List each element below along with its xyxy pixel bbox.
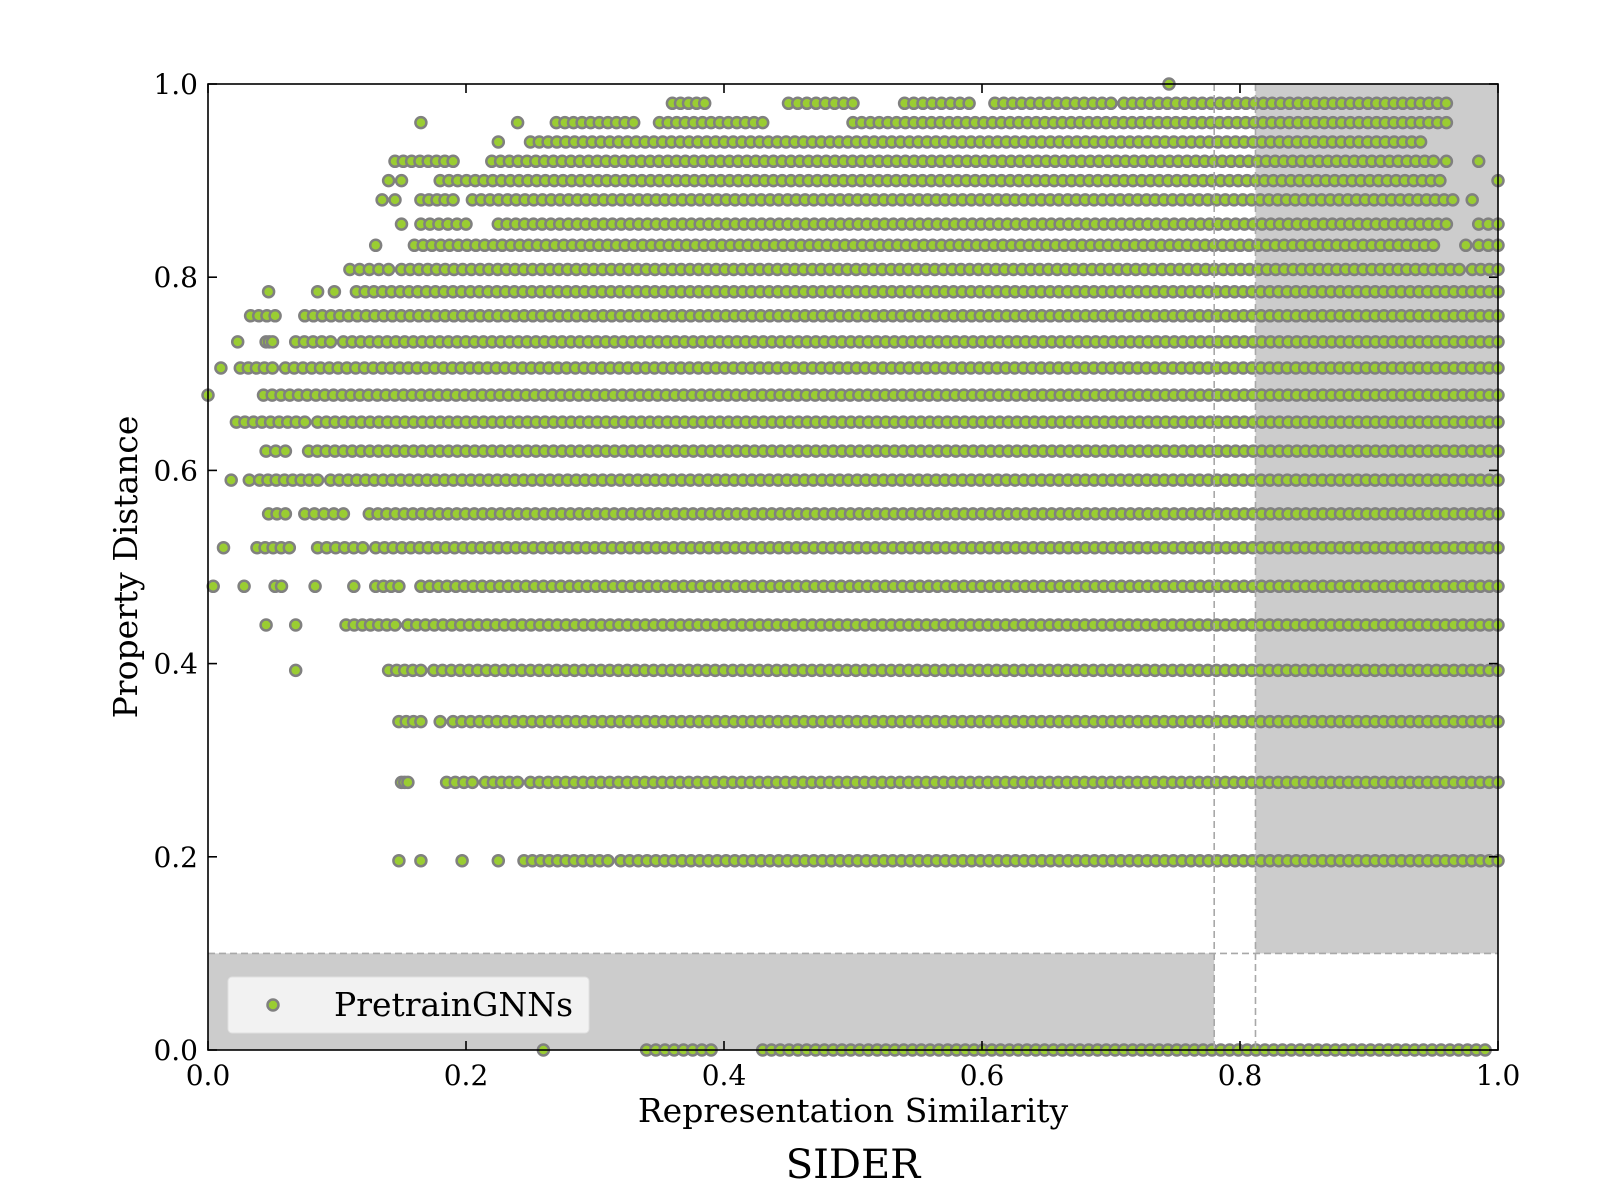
data-point: [310, 473, 325, 487]
data-point: [1459, 238, 1473, 253]
data-point: [601, 853, 615, 868]
axis-ticks: 0.0 0.2 0.4 0.6 0.8 1.0 0.0 0.2 0.4 0.6 0.8 1.0: [153, 68, 1520, 1092]
data-point: [491, 853, 506, 868]
data-point: [278, 444, 293, 458]
data-point: [1446, 193, 1460, 207]
y-axis-label: Property Distance: [106, 416, 145, 719]
data-point: [1413, 135, 1428, 149]
y-tick-label: 0.4: [153, 648, 198, 681]
data-point: [214, 361, 228, 375]
legend: PretrainGNNs: [227, 976, 590, 1034]
data-point: [375, 193, 389, 207]
data-point: [755, 115, 770, 130]
legend-box: [227, 976, 590, 1034]
data-point: [394, 173, 409, 188]
data-point: [465, 775, 480, 790]
data-point: [455, 853, 469, 868]
reference-lines: [208, 84, 1498, 1050]
x-tick-label: 0.4: [702, 1059, 747, 1092]
data-point: [368, 238, 383, 253]
data-point: [962, 96, 976, 111]
data-point: [388, 618, 402, 632]
x-tick-label: 0.8: [1218, 1059, 1263, 1092]
data-point: [446, 154, 460, 169]
data-point: [206, 579, 220, 594]
data-point: [278, 507, 293, 521]
data-point: [392, 579, 406, 594]
data-point: [216, 540, 231, 555]
data-point: [491, 135, 506, 149]
data-point: [265, 361, 280, 375]
data-point: [1433, 173, 1447, 188]
data-point: [1104, 96, 1118, 111]
data-point: [298, 415, 312, 429]
x-axis-label: Representation Similarity: [638, 1091, 1069, 1130]
y-tick-label: 0.0: [153, 1034, 198, 1067]
data-point: [1439, 154, 1454, 169]
data-point: [381, 262, 396, 277]
data-point: [288, 663, 303, 678]
data-point: [230, 335, 245, 349]
data-point: [459, 217, 473, 231]
data-point: [414, 853, 428, 868]
data-point: [381, 173, 396, 188]
legend-label-pretraingnns: PretrainGNNs: [334, 985, 573, 1024]
data-point: [1426, 154, 1441, 169]
data-point: [414, 115, 428, 130]
x-tick-label: 1.0: [1476, 1059, 1521, 1092]
data-point: [401, 775, 415, 790]
y-tick-label: 1.0: [153, 68, 198, 101]
y-tick-label: 0.2: [153, 841, 198, 874]
y-tick-label: 0.8: [153, 261, 198, 294]
data-point: [327, 284, 342, 299]
data-point: [224, 473, 238, 487]
data-point: [261, 284, 276, 299]
data-point: [282, 540, 297, 555]
data-point: [265, 335, 280, 349]
data-point: [1439, 115, 1454, 130]
data-point: [259, 618, 273, 632]
x-tick-label: 0.6: [960, 1059, 1005, 1092]
data-point: [1471, 154, 1486, 169]
data-point: [308, 579, 322, 594]
data-point: [288, 618, 303, 632]
x-tick-label: 0.0: [186, 1059, 231, 1092]
data-point: [510, 115, 525, 130]
data-point: [347, 579, 361, 594]
data-point: [394, 217, 409, 231]
data-point: [1426, 238, 1441, 253]
data-point: [323, 335, 338, 349]
data-point: [697, 96, 712, 111]
plot-frame: [207, 83, 1499, 1051]
data-point: [510, 775, 525, 790]
data-point: [1439, 217, 1454, 231]
data-point: [268, 309, 282, 323]
data-point: [310, 284, 325, 299]
data-point: [433, 714, 447, 729]
data-point: [414, 663, 428, 678]
data-point: [392, 853, 406, 868]
data-point: [356, 540, 370, 555]
data-point: [414, 714, 428, 729]
data-point: [626, 115, 641, 130]
data-point: [1465, 193, 1479, 207]
data-point: [1439, 96, 1454, 111]
data-point: [237, 579, 251, 594]
data-point: [388, 193, 402, 207]
y-tick-label: 0.6: [153, 454, 198, 487]
data-point: [274, 579, 289, 594]
data-point: [446, 193, 460, 207]
chart-title: SIDER: [786, 1142, 922, 1188]
data-point: [336, 507, 351, 521]
legend-marker-pretraingnns: [266, 998, 280, 1012]
data-point: [846, 96, 860, 111]
data-point: [1452, 262, 1467, 277]
x-tick-label: 0.2: [444, 1059, 489, 1092]
